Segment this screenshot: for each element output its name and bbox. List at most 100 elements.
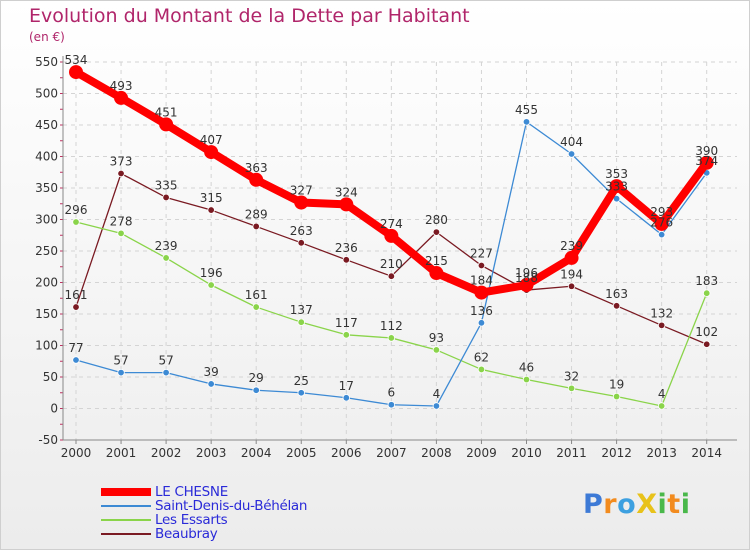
series-point-1 xyxy=(162,368,170,377)
data-label: 39 xyxy=(204,365,219,379)
legend-item: Beaubray xyxy=(101,526,307,542)
y-tick-label: 150 xyxy=(35,307,58,321)
series-point-3 xyxy=(297,239,305,247)
x-tick-label: 2009 xyxy=(466,446,497,460)
series-point-0 xyxy=(339,197,354,212)
x-tick-label: 2013 xyxy=(646,446,677,460)
logo-letter: t xyxy=(667,489,681,520)
series-point-2 xyxy=(342,331,350,339)
data-label: 455 xyxy=(515,103,538,117)
series-point-3 xyxy=(207,206,215,214)
series-point-2 xyxy=(612,392,621,401)
grid-lines xyxy=(63,61,737,441)
x-tick-label: 2004 xyxy=(241,446,272,460)
data-label: 184 xyxy=(470,274,493,288)
series-point-3 xyxy=(432,228,441,236)
x-tick-label: 2006 xyxy=(331,446,362,460)
x-tick-label: 2008 xyxy=(421,446,452,460)
series-point-2 xyxy=(252,303,260,311)
series-point-0 xyxy=(204,145,219,160)
series-point-3 xyxy=(117,169,125,178)
series-point-2 xyxy=(567,384,576,393)
x-tick-label: 2002 xyxy=(151,446,182,460)
series-point-1 xyxy=(72,356,80,364)
data-label: 493 xyxy=(110,79,133,93)
series-point-0 xyxy=(564,250,579,265)
y-tick-label: 200 xyxy=(35,276,58,290)
data-label: 93 xyxy=(429,331,444,345)
series-point-1 xyxy=(477,319,486,327)
data-label: 274 xyxy=(380,217,403,231)
data-label: 117 xyxy=(335,316,358,330)
series-point-2 xyxy=(432,346,441,354)
data-label: 390 xyxy=(695,144,718,158)
data-label: 194 xyxy=(560,267,583,281)
x-tick-label: 2003 xyxy=(196,446,227,460)
data-label: 278 xyxy=(110,214,133,228)
series-point-0 xyxy=(474,285,489,300)
data-label: 289 xyxy=(245,207,268,221)
legend-swatch xyxy=(101,505,151,507)
data-label: 25 xyxy=(294,374,309,388)
data-label: 77 xyxy=(68,341,83,355)
unit-label: (en €) xyxy=(29,30,65,44)
axes: -50 0 50 100 150 200 250 300 350 400 450 500 550 2000… xyxy=(35,55,737,460)
data-label: 137 xyxy=(290,303,313,317)
series-point-2 xyxy=(162,254,170,262)
series-point-0 xyxy=(519,278,534,293)
y-tick-label: 100 xyxy=(35,339,58,353)
data-label: 196 xyxy=(515,266,538,280)
data-label: 19 xyxy=(609,378,624,392)
series-point-1 xyxy=(342,394,350,402)
y-tick-label: 450 xyxy=(35,118,58,132)
series-point-2 xyxy=(522,375,531,384)
data-label: 102 xyxy=(695,325,718,339)
y-tick-label: 0 xyxy=(50,402,58,416)
data-label: 57 xyxy=(113,354,128,368)
data-label: 327 xyxy=(290,183,313,197)
data-label: 407 xyxy=(200,133,223,147)
series-point-3 xyxy=(612,302,621,310)
proxiti-logo: ProXiti xyxy=(583,489,690,520)
legend-swatch xyxy=(101,488,151,496)
y-tick-label: 300 xyxy=(35,213,58,227)
x-tick-label: 2005 xyxy=(286,446,317,460)
data-label: 6 xyxy=(388,386,396,400)
logo-letter: o xyxy=(617,489,637,520)
x-tick-label: 2000 xyxy=(61,446,92,460)
data-label: 374 xyxy=(695,154,718,168)
data-label: 183 xyxy=(695,274,718,288)
series-point-3 xyxy=(162,193,170,202)
legend-label: Saint-Denis-du-Béhélan xyxy=(155,498,308,514)
data-label: 293 xyxy=(650,205,673,219)
y-tick-label: 500 xyxy=(35,87,58,101)
data-label: 227 xyxy=(470,246,493,260)
data-label: 363 xyxy=(245,161,268,175)
legend-label: LE CHESNE xyxy=(155,484,228,500)
data-label: 239 xyxy=(155,239,178,253)
data-label: 373 xyxy=(110,155,133,169)
data-label: 296 xyxy=(65,203,88,217)
data-label: 17 xyxy=(339,379,354,393)
series-point-0 xyxy=(114,90,129,105)
x-tick-label: 2012 xyxy=(601,446,632,460)
x-tick-label: 2007 xyxy=(376,446,407,460)
series-point-3 xyxy=(477,261,486,270)
series-point-2 xyxy=(387,334,396,342)
series-point-2 xyxy=(657,402,666,410)
data-label: 324 xyxy=(335,185,358,199)
series-point-1 xyxy=(522,118,531,126)
series-point-0 xyxy=(429,266,444,281)
series-point-0 xyxy=(654,216,669,231)
data-label: 132 xyxy=(650,306,673,320)
series-point-2 xyxy=(72,218,80,226)
series-point-2 xyxy=(207,281,215,289)
data-label: 215 xyxy=(425,254,448,268)
data-label: 163 xyxy=(605,287,628,301)
y-tick-label: 400 xyxy=(35,150,58,164)
x-tick-label: 2010 xyxy=(511,446,542,460)
data-label: 263 xyxy=(290,224,313,238)
